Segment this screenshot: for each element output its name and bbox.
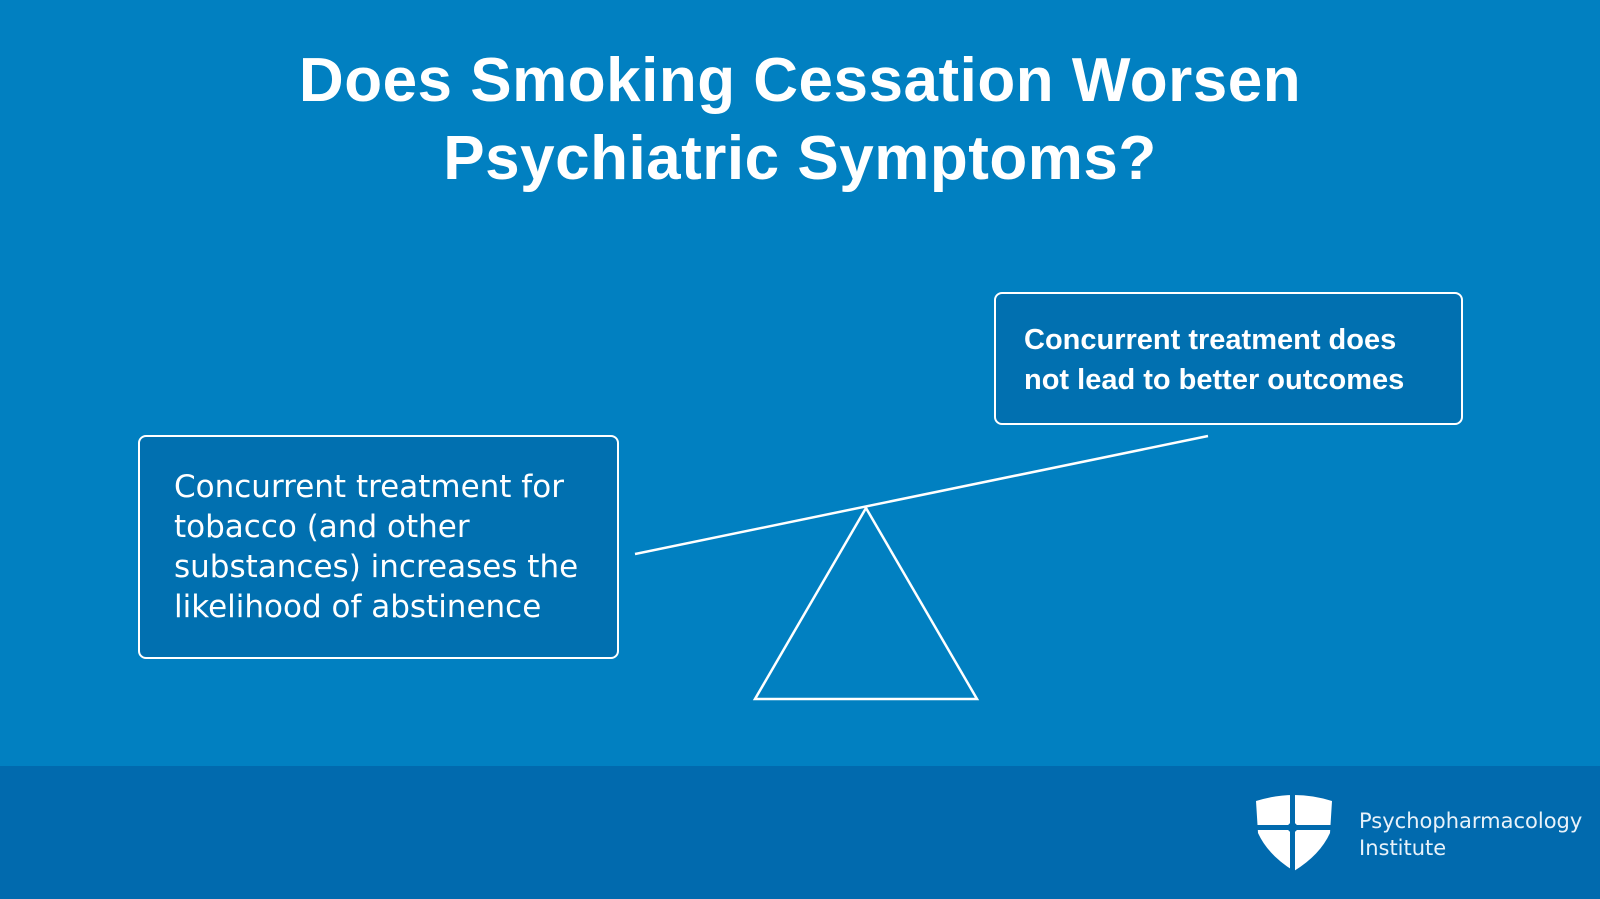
brand-line-1: Psychopharmacology xyxy=(1359,809,1583,833)
shield-cross-icon xyxy=(1254,793,1334,871)
brand-line-2: Institute xyxy=(1359,836,1447,860)
footer-bar xyxy=(0,766,1600,899)
slide-title: Does Smoking Cessation Worsen Psychiatri… xyxy=(0,42,1600,198)
seesaw-fulcrum xyxy=(752,505,980,701)
left-statement-text: Concurrent treatment for tobacco (and ot… xyxy=(174,469,579,625)
seesaw-beam xyxy=(634,434,1209,556)
left-statement-box: Concurrent treatment for tobacco (and ot… xyxy=(138,435,619,659)
brand-name: Psychopharmacology Institute xyxy=(1359,808,1582,862)
right-statement-text: Concurrent treatment does not lead to be… xyxy=(1024,324,1405,396)
title-line-2: Psychiatric Symptoms? xyxy=(443,124,1157,193)
right-statement-box: Concurrent treatment does not lead to be… xyxy=(994,292,1463,425)
title-line-1: Does Smoking Cessation Worsen xyxy=(298,46,1302,115)
